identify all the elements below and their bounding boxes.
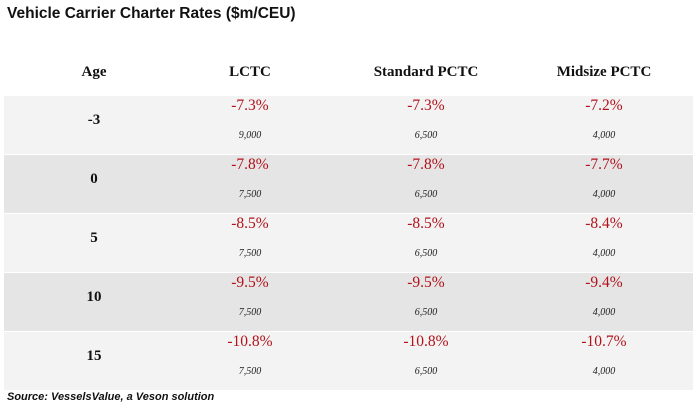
age-cell: 10 [86,289,102,305]
rate-change-standard-pctc: -7.3% [407,97,445,114]
table-header: Age LCTC Standard PCTC Midsize PCTC [4,58,693,88]
ceu-capacity-lctc: 7,500 [238,189,262,200]
table-row: -3 -7.3% 9,000 -7.3% 6,500 -7.2% 4,000 [4,96,693,154]
table-row: 5 -8.5% 7,500 -8.5% 6,500 -8.4% 4,000 [4,213,693,272]
rate-change-lctc: -7.8% [231,156,269,173]
ceu-capacity-standard-pctc: 6,500 [414,189,438,200]
rate-change-lctc: -7.3% [231,97,269,114]
table-row: 0 -7.8% 7,500 -7.8% 6,500 -7.7% 4,000 [4,154,693,213]
age-cell: 5 [90,230,98,246]
header-standard-pctc: Standard PCTC [373,64,479,80]
ceu-capacity-midsize-pctc: 4,000 [592,248,616,259]
ceu-capacity-lctc: 7,500 [238,366,262,377]
rate-change-midsize-pctc: -9.4% [585,274,623,291]
ceu-capacity-midsize-pctc: 4,000 [592,189,616,200]
header-age: Age [81,64,107,80]
header-lctc: LCTC [229,64,271,80]
age-cell: 15 [86,348,102,364]
ceu-capacity-midsize-pctc: 4,000 [592,307,616,318]
age-cell: -3 [87,112,101,128]
ceu-capacity-standard-pctc: 6,500 [414,130,438,141]
rate-change-midsize-pctc: -8.4% [585,215,623,232]
ceu-capacity-standard-pctc: 6,500 [414,307,438,318]
rate-change-midsize-pctc: -7.2% [585,97,623,114]
rate-change-lctc: -8.5% [231,215,269,232]
header-midsize-pctc: Midsize PCTC [556,64,652,80]
ceu-capacity-lctc: 9,000 [238,130,262,141]
ceu-capacity-lctc: 7,500 [238,248,262,259]
rate-change-standard-pctc: -9.5% [407,274,445,291]
rate-change-midsize-pctc: -10.7% [581,333,627,350]
rate-change-standard-pctc: -7.8% [407,156,445,173]
ceu-capacity-midsize-pctc: 4,000 [592,366,616,377]
rate-change-standard-pctc: -10.8% [403,333,449,350]
rate-change-lctc: -10.8% [227,333,273,350]
ceu-capacity-standard-pctc: 6,500 [414,248,438,259]
ceu-capacity-standard-pctc: 6,500 [414,366,438,377]
ceu-capacity-lctc: 7,500 [238,307,262,318]
chart-title: Vehicle Carrier Charter Rates ($m/CEU) [7,5,296,22]
table-row: 10 -9.5% 7,500 -9.5% 6,500 -9.4% 4,000 [4,272,693,331]
ceu-capacity-midsize-pctc: 4,000 [592,130,616,141]
source-note: Source: VesselsValue, a Veson solution [7,391,215,403]
table-row: 15 -10.8% 7,500 -10.8% 6,500 -10.7% 4,000 [4,331,693,390]
age-cell: 0 [90,171,98,187]
table-body: -3 -7.3% 9,000 -7.3% 6,500 -7.2% 4,000 0 -7.8% 7,… [4,96,693,390]
rate-change-standard-pctc: -8.5% [407,215,445,232]
rate-change-lctc: -9.5% [231,274,269,291]
rate-change-midsize-pctc: -7.7% [585,156,623,173]
